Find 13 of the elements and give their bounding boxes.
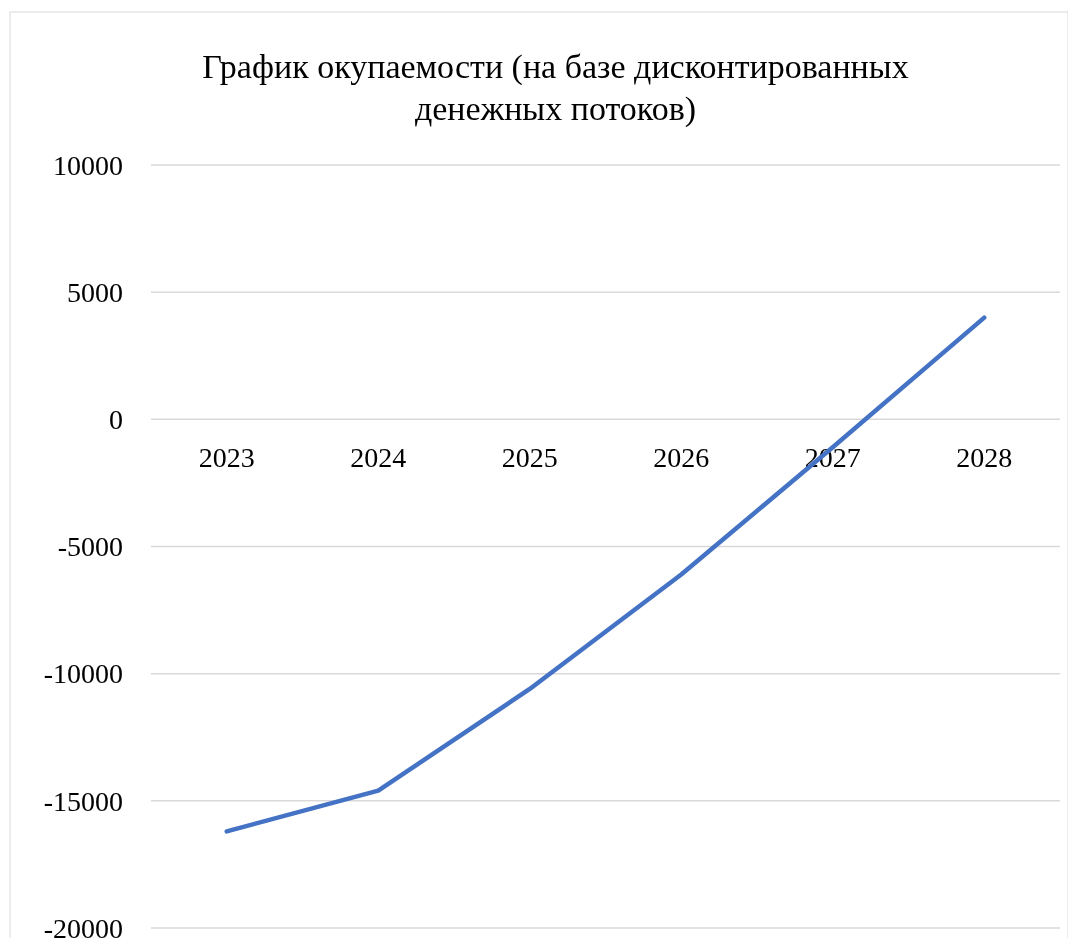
y-tick-label: -5000	[57, 531, 123, 563]
x-tick-label: 2026	[653, 442, 710, 474]
y-tick-label: -20000	[43, 912, 123, 942]
y-tick-label: 5000	[67, 276, 123, 308]
x-tick-label: 2028	[956, 442, 1013, 474]
y-tick-label: 10000	[53, 149, 123, 181]
x-tick-label: 2023	[198, 442, 255, 474]
y-tick-label: 0	[109, 404, 123, 436]
x-tick-label: 2025	[501, 442, 558, 474]
y-tick-label: -10000	[43, 658, 123, 690]
x-tick-label: 2024	[350, 442, 407, 474]
chart-title: График окупаемости (на базе дисконтированных денежных потоков)	[202, 48, 909, 128]
y-tick-label: -15000	[43, 785, 123, 817]
